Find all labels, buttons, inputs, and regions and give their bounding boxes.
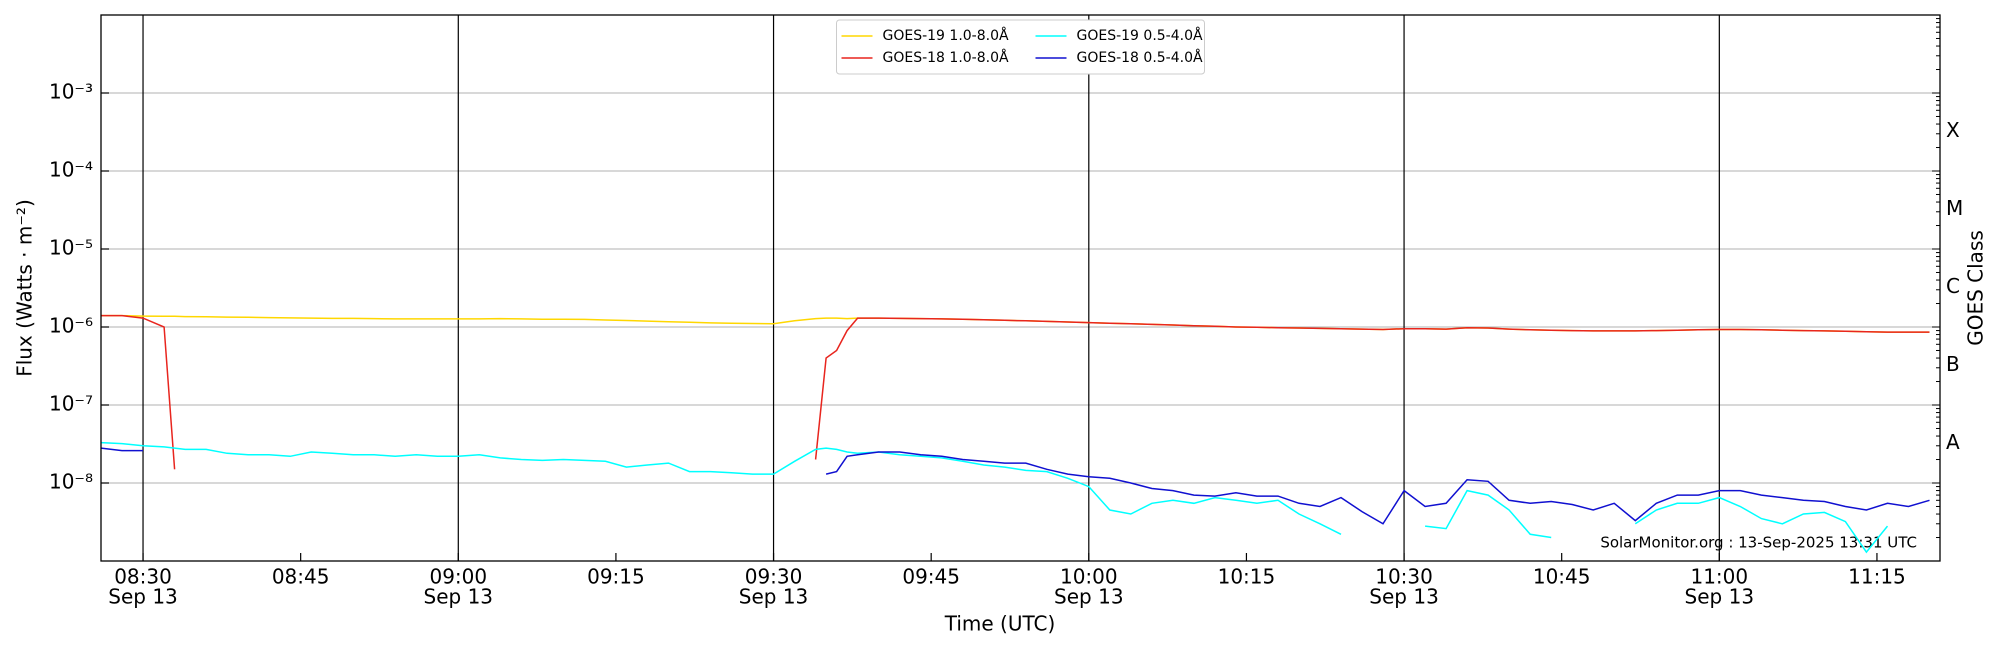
y-tick-label: 10⁻⁶ — [49, 314, 93, 338]
y-tick-label: 10⁻³ — [49, 80, 93, 104]
y-tick-label: 10⁻⁸ — [49, 470, 93, 494]
y2-tick-label: X — [1946, 118, 1960, 142]
y2-tick-label: A — [1946, 430, 1960, 454]
y-tick-label: 10⁻⁵ — [49, 236, 93, 260]
legend-label: GOES-19 0.5-4.0Å — [1077, 27, 1203, 44]
series-line — [101, 447, 1930, 525]
series-line — [101, 441, 1889, 554]
x-tick-label: 11:15 — [1848, 565, 1906, 589]
x-tick-label: 11:00 — [1690, 565, 1748, 589]
y-axis-label: Flux (Watts · m⁻²) — [13, 199, 37, 377]
annotation: SolarMonitor.org : 13-Sep-2025 13:31 UTC — [1600, 534, 1917, 552]
x-tick-date: Sep 13 — [1685, 585, 1755, 609]
y-tick-label: 10⁻⁷ — [49, 392, 93, 416]
x-tick-label: 10:45 — [1533, 565, 1591, 589]
y2-tick-label: M — [1946, 196, 1963, 220]
x-tick-label: 08:45 — [272, 565, 330, 589]
y2-tick-label: C — [1946, 274, 1960, 298]
x-tick-date: Sep 13 — [1369, 585, 1439, 609]
x-tick-label: 09:45 — [902, 565, 960, 589]
x-tick-label: 08:30 — [114, 565, 172, 589]
x-tick-label: 09:00 — [429, 565, 487, 589]
legend-label: GOES-18 0.5-4.0Å — [1077, 49, 1203, 66]
legend-label: GOES-18 1.0-8.0Å — [883, 49, 1009, 66]
legend-label: GOES-19 1.0-8.0Å — [883, 27, 1009, 44]
x-tick-label: 10:00 — [1060, 565, 1118, 589]
series-line — [101, 314, 1930, 470]
plot-area — [101, 314, 1930, 554]
plot-frame — [100, 14, 1941, 562]
x-tick-date: Sep 13 — [424, 585, 494, 609]
x-tick-date: Sep 13 — [1054, 585, 1124, 609]
x-tick-date: Sep 13 — [739, 585, 809, 609]
x-axis-label: Time (UTC) — [944, 612, 1056, 636]
x-tick-label: 10:30 — [1375, 565, 1433, 589]
series-line — [101, 314, 1930, 333]
legend-box — [836, 19, 1205, 75]
y2-axis-label: GOES Class — [1964, 230, 1988, 346]
x-tick-label: 10:15 — [1218, 565, 1276, 589]
x-tick-date: Sep 13 — [108, 585, 178, 609]
y2-tick-label: B — [1946, 352, 1960, 376]
y-tick-label: 10⁻⁴ — [49, 158, 93, 182]
x-tick-label: 09:30 — [745, 565, 803, 589]
x-tick-label: 09:15 — [587, 565, 645, 589]
